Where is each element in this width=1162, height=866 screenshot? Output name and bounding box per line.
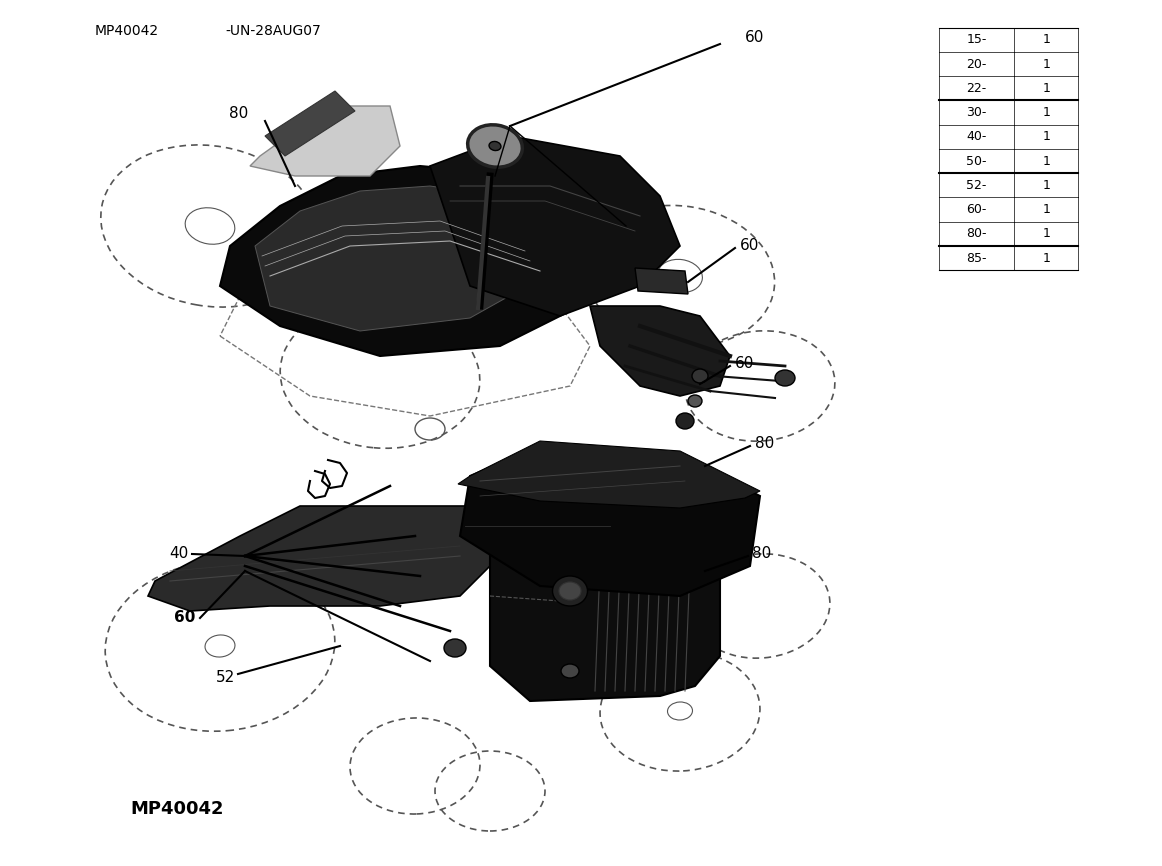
Text: 50-: 50- [967,154,987,168]
Text: 1: 1 [1042,154,1050,168]
Text: 52-: 52- [967,178,987,192]
Bar [939,125,1078,149]
Text: 1: 1 [1042,33,1050,47]
Bar [939,222,1078,246]
Polygon shape [254,186,560,331]
Polygon shape [460,446,760,596]
Polygon shape [430,136,680,316]
Text: 1: 1 [1042,130,1050,144]
Polygon shape [220,166,610,356]
Bar [939,197,1078,222]
Text: 1: 1 [1042,81,1050,95]
Text: 80: 80 [229,106,248,120]
Ellipse shape [559,582,581,600]
Text: 60: 60 [740,238,760,254]
Text: 60: 60 [173,611,195,625]
Text: 85-: 85- [967,251,987,265]
Polygon shape [148,506,490,611]
Ellipse shape [693,369,708,383]
Text: 1: 1 [1042,178,1050,192]
Text: 80: 80 [755,436,774,451]
Ellipse shape [552,576,588,606]
Text: 1: 1 [1042,251,1050,265]
Text: MP40042: MP40042 [95,24,159,38]
Text: 15-: 15- [967,33,987,47]
Ellipse shape [688,395,702,407]
Text: 60: 60 [745,30,765,46]
Ellipse shape [489,141,501,151]
Text: 22-: 22- [967,81,987,95]
Polygon shape [265,91,356,156]
Bar [939,76,1078,100]
Bar [939,28,1078,52]
Text: 60-: 60- [967,203,987,216]
Bar [939,173,1078,197]
Text: 1: 1 [1042,227,1050,241]
Text: -UN-28AUG07: -UN-28AUG07 [225,24,321,38]
Polygon shape [634,268,688,294]
Text: 52: 52 [216,670,235,686]
Text: 1: 1 [1042,203,1050,216]
Ellipse shape [561,664,579,678]
Text: 30-: 30- [967,106,987,120]
Polygon shape [490,506,720,701]
Ellipse shape [467,125,523,167]
Text: 1: 1 [1042,57,1050,71]
Polygon shape [458,441,760,508]
Bar [939,100,1078,125]
Text: 80-: 80- [967,227,987,241]
Text: 40: 40 [168,546,188,561]
Text: 80: 80 [752,546,772,561]
Ellipse shape [676,413,694,429]
Polygon shape [250,106,400,176]
Ellipse shape [444,639,466,657]
Text: 40-: 40- [967,130,987,144]
Bar [939,52,1078,76]
Polygon shape [590,306,730,396]
Text: 1: 1 [1042,106,1050,120]
Text: 20-: 20- [967,57,987,71]
Bar [939,246,1078,270]
Text: 60: 60 [736,357,754,372]
Text: MP40042: MP40042 [130,800,223,818]
Polygon shape [530,521,665,561]
Ellipse shape [775,370,795,386]
Bar [939,149,1078,173]
